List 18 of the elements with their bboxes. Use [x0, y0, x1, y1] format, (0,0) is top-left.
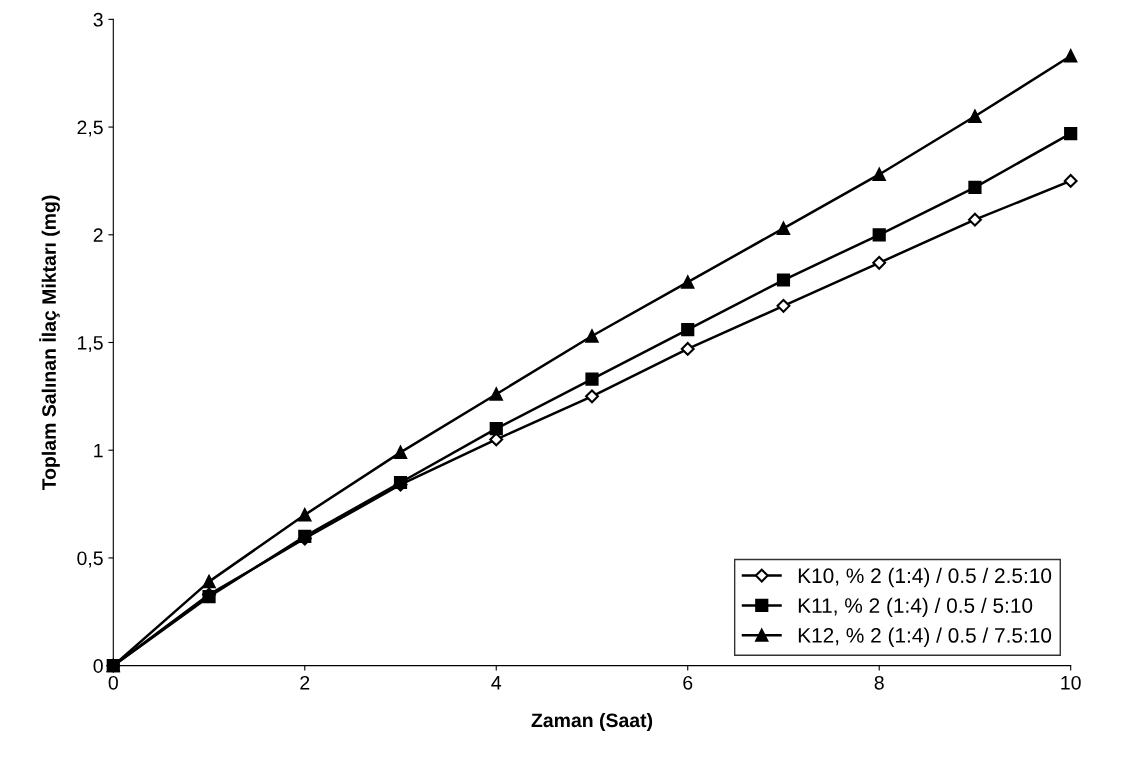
legend-label: K10, % 2 (1:4) / 0.5 / 2.5:10 [798, 567, 1052, 588]
y-tick-label: 1,5 [78, 336, 103, 353]
y-tick-label: 0,5 [77, 551, 103, 568]
x-tick-label: 10 [1061, 675, 1081, 690]
legend-label: K12, % 2 (1:4) / 0.5 / 7.5:10 [798, 627, 1052, 647]
legend-label: K11, % 2 (1:4) / 0.5 / 5:10 [798, 597, 1033, 618]
x-tick-label: 0 [108, 675, 118, 690]
x-tick-label: 6 [683, 675, 693, 690]
y-tick-label: 2 [93, 228, 103, 242]
x-axis-title: Zaman (Saat) [531, 712, 653, 732]
y-axis-title: Toplam Salınan İlaç Miktarı (mg) [39, 195, 60, 491]
y-tick-label: 3 [93, 12, 103, 27]
y-tick-label: 0 [93, 659, 103, 673]
x-tick-label: 4 [491, 676, 502, 690]
x-tick-label: 8 [874, 675, 884, 690]
x-tick-label: 2 [300, 675, 310, 690]
y-tick-label: 1 [94, 443, 103, 458]
y-tick-label: 2,5 [77, 120, 103, 137]
